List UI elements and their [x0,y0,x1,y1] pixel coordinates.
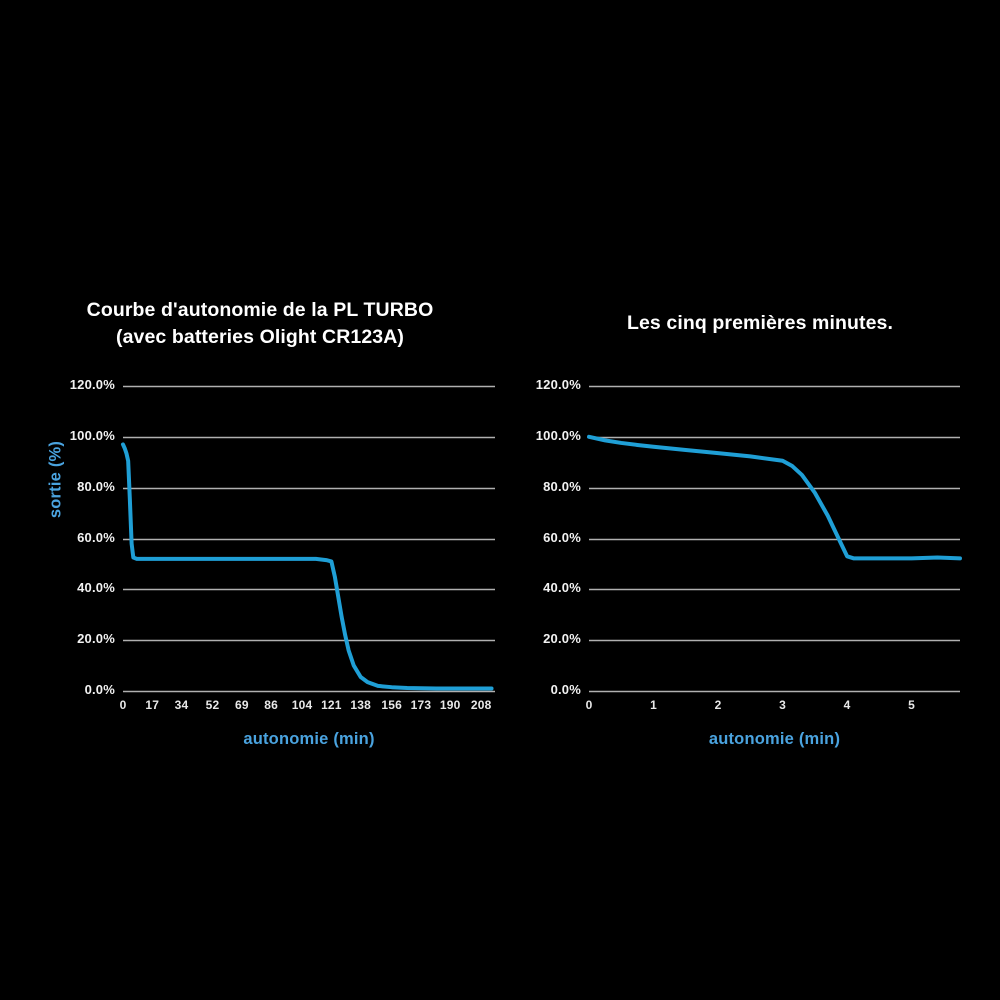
y-axis-tick-label: 80.0% [543,478,581,494]
x-axis-tick-label: 2 [714,698,722,712]
x-axis-title: autonomie (min) [708,730,841,748]
x-axis-tick-label: 1 [650,698,657,712]
chart-title-first-five-minutes: Les cinq premières minutes. [626,312,894,334]
data-series-line [587,434,962,561]
y-axis-tick-label: 60.0% [543,529,581,545]
y-axis-tick-label: 100.0% [535,427,581,443]
y-axis-tick-label: 40.0% [77,580,115,596]
x-axis-tick-label: 121 [321,698,342,712]
y-axis-tick-label: 100.0% [69,427,115,443]
x-axis-tick-label: 156 [381,698,402,712]
y-axis-tick-label: 60.0% [77,529,115,545]
x-axis-tick-label: 17 [145,698,160,712]
y-axis-tick-label: 40.0% [543,580,581,596]
x-axis-tick-label: 86 [264,698,278,712]
x-axis-tick-label: 5 [908,698,916,712]
x-axis-tick-label: 104 [291,698,313,712]
chart-title-runtime: Courbe d'autonomie de la PL TURBO (avec … [86,299,434,348]
x-axis-tick-label: 138 [350,698,371,712]
x-axis-title: autonomie (min) [243,730,375,748]
chart-panel-runtime: Courbe d'autonomie de la PL TURBO (avec … [46,299,495,748]
x-axis-tick-label: 173 [410,698,432,712]
data-series-line [121,442,494,691]
x-axis-tick-label: 3 [779,698,786,712]
y-axis-tick-label: 0.0% [84,682,115,697]
x-axis-tick-label: 208 [470,698,492,712]
y-axis-tick-label: 80.0% [77,478,115,494]
y-axis-tick-label: 0.0% [550,682,581,697]
y-axis-tick-label: 20.0% [543,631,581,647]
y-axis-tick-label: 20.0% [77,631,115,647]
y-axis-tick-label: 120.0% [535,377,581,392]
y-axis-tick-label: 120.0% [69,377,115,392]
plot-area-runtime [121,385,495,693]
x-axis-tick-label: 52 [205,698,220,712]
x-axis-tick-label: 0 [585,698,593,712]
y-axis-title: sortie (%) [46,440,65,519]
x-axis-tick-label: 69 [234,698,249,712]
x-axis-tick-label: 0 [119,698,127,712]
x-axis-tick-label: 4 [843,698,851,712]
x-axis-tick-label: 34 [174,698,189,712]
x-axis-tick-label: 190 [439,698,461,712]
plot-area-first-five-minutes [587,385,962,693]
chart-panel-first-five-minutes: Les cinq premières minutes. [520,0,1000,1000]
